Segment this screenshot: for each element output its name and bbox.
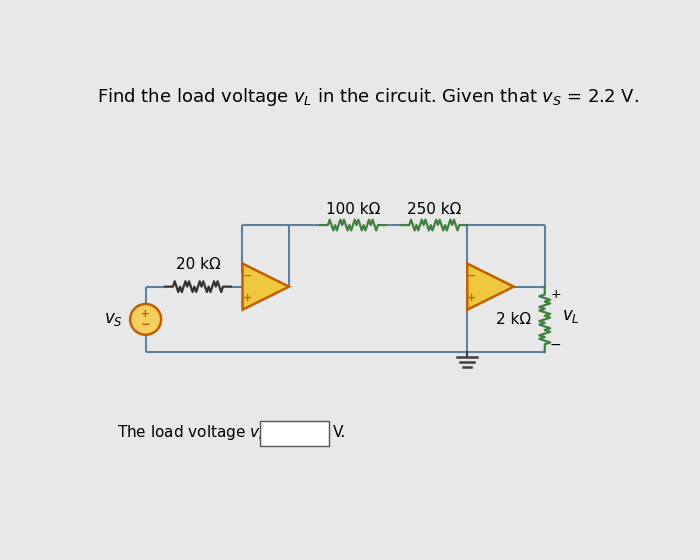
Text: $v_S$: $v_S$ [104,310,122,328]
Circle shape [130,304,161,335]
FancyBboxPatch shape [260,421,329,446]
Text: Find the load voltage $v_L$ in the circuit. Given that $v_S$ = 2.2 V.: Find the load voltage $v_L$ in the circu… [97,86,638,109]
Text: $v_L$: $v_L$ [562,306,580,325]
Text: 100 kΩ: 100 kΩ [326,202,380,217]
Text: +: + [468,293,477,303]
Text: The load voltage $v_L$ is: The load voltage $v_L$ is [117,423,283,442]
Text: 250 kΩ: 250 kΩ [407,202,461,217]
Text: −: − [550,337,561,352]
Polygon shape [242,264,289,310]
Text: −: − [242,270,252,281]
Text: 20 kΩ: 20 kΩ [176,257,220,272]
Text: 2 kΩ: 2 kΩ [496,312,531,327]
Text: +: + [141,309,150,319]
Text: −: − [467,270,477,281]
Text: +: + [242,293,252,303]
Polygon shape [468,264,514,310]
Text: V.: V. [332,426,346,441]
Text: −: − [141,318,150,332]
Text: +: + [550,288,561,301]
